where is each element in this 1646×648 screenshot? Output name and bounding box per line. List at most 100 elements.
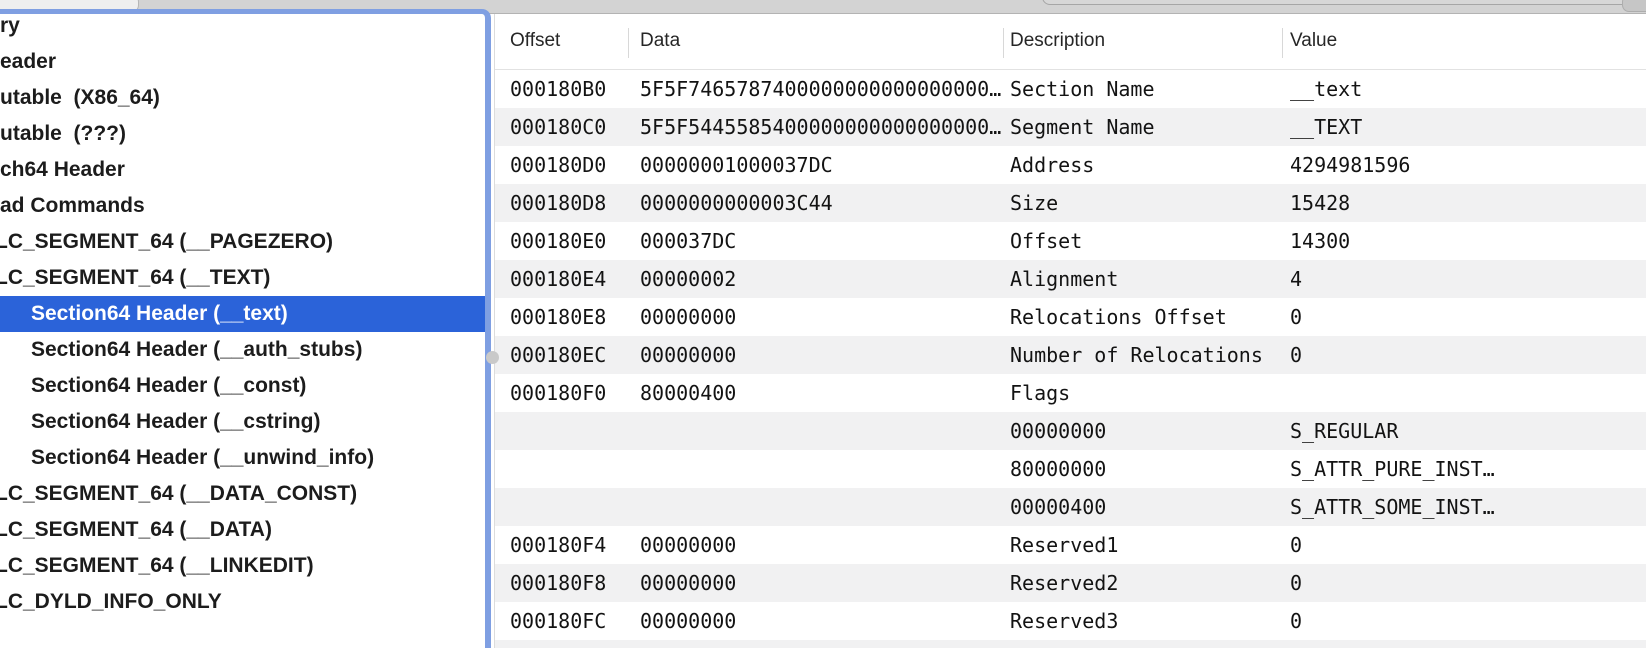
table-row[interactable]: 000180F0 80000400 Flags [495, 374, 1646, 412]
table-row[interactable]: 000180FC 00000000 Reserved3 0 [495, 602, 1646, 640]
sidebar-tree-item[interactable]: Section64 Header (__auth_stubs) [0, 332, 485, 368]
data-cell: 5F5F7465787400000000000000000… [640, 77, 1002, 101]
description-cell: Section Name [1010, 77, 1155, 101]
splitter-handle[interactable] [486, 351, 499, 364]
column-header-data[interactable]: Data [640, 30, 681, 51]
sidebar-tree-item[interactable]: ch64 Header [0, 152, 485, 188]
value-cell: 4294981596 [1290, 153, 1411, 177]
sidebar-item-label: LC_SEGMENT_64 (__TEXT) [0, 266, 271, 289]
offset-cell: 000180F8 [510, 571, 607, 595]
description-cell: Reserved3 [1010, 609, 1119, 633]
sidebar-item-label: Section64 Header (__auth_stubs) [31, 338, 363, 361]
sidebar-item-label: eader [0, 50, 57, 73]
sidebar-tree-item[interactable]: ad Commands [0, 188, 485, 224]
table-row[interactable]: 000180EC 00000000 Number of Relocations … [495, 336, 1646, 374]
table-row[interactable]: 000180F8 00000000 Reserved2 0 [495, 564, 1646, 602]
offset-cell: 000180B0 [510, 77, 607, 101]
data-cell: 00000000 [640, 343, 737, 367]
sidebar-tree-item[interactable]: LC_SEGMENT_64 (__DATA) [0, 512, 485, 548]
sidebar-tree-item[interactable]: Section64 Header (__cstring) [0, 404, 485, 440]
sidebar-item-label: Section64 Header (__const) [31, 374, 307, 397]
sidebar-item-label: utable (???) [0, 122, 126, 145]
sidebar-tree-item[interactable]: LC_DYLD_INFO_ONLY [0, 584, 485, 620]
value-cell: 0 [1290, 571, 1303, 595]
table-body: 000180B0 5F5F7465787400000000000000000… … [495, 70, 1646, 640]
value-cell: 15428 [1290, 191, 1351, 215]
column-header-description[interactable]: Description [1010, 30, 1106, 51]
sidebar-tree-item[interactable]: LC_SEGMENT_64 (__TEXT) [0, 260, 485, 296]
value-cell: 0 [1290, 305, 1303, 329]
description-cell: 00000400 [1010, 495, 1107, 519]
description-cell: 80000000 [1010, 457, 1107, 481]
offset-cell: 000180E4 [510, 267, 607, 291]
table-row[interactable]: 000180D0 00000001000037DC Address 429498… [495, 146, 1646, 184]
column-separator [1282, 28, 1283, 58]
table-row[interactable]: 000180C0 5F5F5445585400000000000000000… … [495, 108, 1646, 146]
sidebar-tree-item[interactable]: LC_SEGMENT_64 (__DATA_CONST) [0, 476, 485, 512]
sidebar-tree-item[interactable]: Section64 Header (__unwind_info) [0, 440, 485, 476]
sidebar-item-label: Section64 Header (__unwind_info) [31, 446, 375, 469]
value-cell: __TEXT [1290, 115, 1363, 139]
sidebar-item-label: ch64 Header [0, 158, 125, 181]
offset-cell: 000180F4 [510, 533, 607, 557]
column-header-offset[interactable]: Offset [510, 30, 561, 51]
sidebar-tree-item[interactable]: ry [0, 14, 485, 44]
sidebar-tree-item[interactable]: eader [0, 44, 485, 80]
sidebar-item-label: Section64 Header (__cstring) [31, 410, 321, 433]
value-cell: 0 [1290, 533, 1303, 557]
description-cell: Segment Name [1010, 115, 1155, 139]
value-cell: __text [1290, 77, 1363, 101]
sidebar-tree-item[interactable]: utable (???) [0, 116, 485, 152]
data-cell: 0000000000003C44 [640, 191, 833, 215]
value-cell: 0 [1290, 609, 1303, 633]
value-cell: S_REGULAR [1290, 419, 1399, 443]
description-cell: Size [1010, 191, 1059, 215]
sidebar-item-label: LC_SEGMENT_64 (__DATA_CONST) [0, 482, 358, 505]
offset-cell: 000180E8 [510, 305, 607, 329]
description-cell: Number of Relocations [1010, 343, 1263, 367]
toolbar-corner-control[interactable] [1622, 0, 1646, 12]
description-cell: Reserved2 [1010, 571, 1119, 595]
sidebar-item-label: Section64 Header (__text) [31, 302, 288, 325]
offset-cell: 000180F0 [510, 381, 607, 405]
table-row[interactable]: 000180E4 00000002 Alignment 4 [495, 260, 1646, 298]
table-row[interactable]: 00000000 S_REGULAR [495, 412, 1646, 450]
sidebar-item-label: ry [0, 14, 20, 37]
sidebar-item-label: utable (X86_64) [0, 86, 160, 109]
table-header-row: Offset Data Description Value [495, 13, 1646, 70]
sidebar-tree-pane: ry eader utable (X86_64) utable (???) ch… [0, 9, 491, 648]
toolbar-search-field[interactable] [1042, 0, 1646, 5]
table-row[interactable]: 000180B0 5F5F7465787400000000000000000… … [495, 70, 1646, 108]
sidebar-tree-item[interactable]: utable (X86_64) [0, 80, 485, 116]
offset-cell: 000180EC [510, 343, 607, 367]
column-header-value[interactable]: Value [1290, 30, 1338, 51]
sidebar-tree-item[interactable]: Section64 Header (__const) [0, 368, 485, 404]
sidebar-item-label: LC_DYLD_INFO_ONLY [0, 590, 222, 613]
table-row[interactable]: 000180F4 00000000 Reserved1 0 [495, 526, 1646, 564]
value-cell: S_ATTR_PURE_INST… [1290, 457, 1495, 481]
data-cell: 80000400 [640, 381, 737, 405]
sidebar-tree-item[interactable]: LC_SEGMENT_64 (__LINKEDIT) [0, 548, 485, 584]
column-separator [1003, 28, 1004, 58]
description-cell: Alignment [1010, 267, 1119, 291]
offset-cell: 000180D0 [510, 153, 607, 177]
table-row[interactable]: 000180D8 0000000000003C44 Size 15428 [495, 184, 1646, 222]
description-cell: Offset [1010, 229, 1083, 253]
sidebar-tree-item[interactable]: Section64 Header (__text) [0, 296, 485, 332]
table-row[interactable]: 80000000 S_ATTR_PURE_INST… [495, 450, 1646, 488]
sidebar-item-label: LC_SEGMENT_64 (__PAGEZERO) [0, 230, 334, 253]
description-cell: Flags [1010, 381, 1071, 405]
table-row[interactable]: 000180E8 00000000 Relocations Offset 0 [495, 298, 1646, 336]
data-cell: 00000000 [640, 305, 737, 329]
offset-cell: 000180D8 [510, 191, 607, 215]
table-row[interactable]: 00000400 S_ATTR_SOME_INST… [495, 488, 1646, 526]
sidebar-tree-item[interactable]: LC_SEGMENT_64 (__PAGEZERO) [0, 224, 485, 260]
sidebar-tree-list: ry eader utable (X86_64) utable (???) ch… [0, 14, 485, 620]
table-row[interactable]: 000180E0 000037DC Offset 14300 [495, 222, 1646, 260]
column-separator [628, 28, 629, 58]
data-cell: 00000000 [640, 609, 737, 633]
data-cell: 00000000 [640, 533, 737, 557]
value-cell: 14300 [1290, 229, 1351, 253]
data-cell: 000037DC [640, 229, 737, 253]
data-cell: 5F5F5445585400000000000000000… [640, 115, 1002, 139]
